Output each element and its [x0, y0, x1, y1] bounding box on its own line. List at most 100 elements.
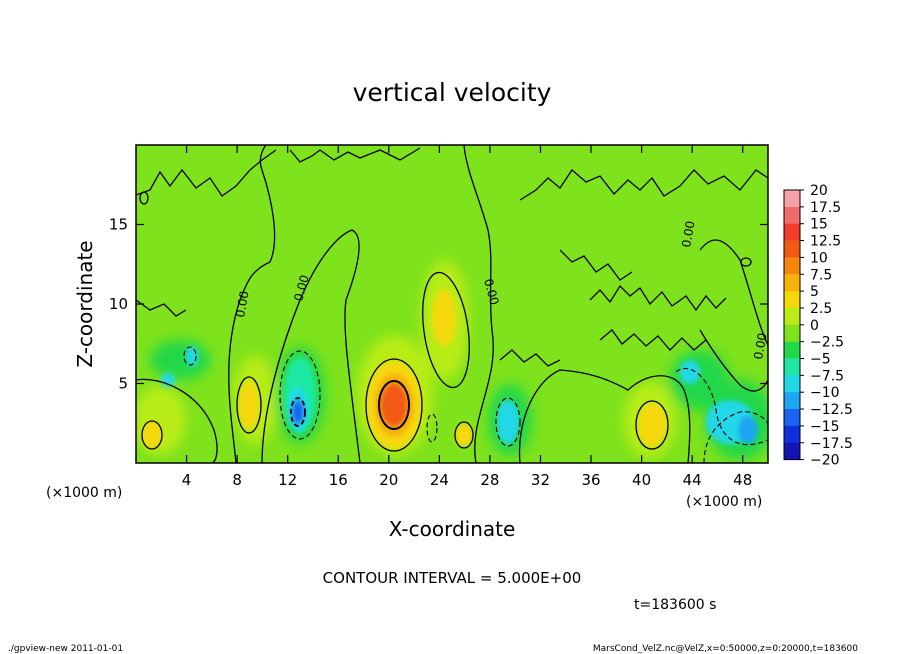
contour-label: 0.00 [291, 273, 311, 302]
contour-interval-text: CONTOUR INTERVAL = 5.000E+00 [323, 569, 582, 587]
core [455, 423, 473, 447]
contour-line-zero [228, 145, 276, 463]
contour-ring [422, 271, 470, 389]
contour-ring [740, 257, 752, 267]
contour-line-rough [289, 147, 421, 163]
contour-label: 0.00 [679, 220, 697, 249]
colorbar-label: 15 [810, 217, 828, 233]
core [638, 403, 666, 447]
x-tick-label: 16 [329, 471, 348, 489]
colorbar-label: −2.5 [810, 335, 844, 351]
blob [670, 350, 730, 410]
contour-line-rough [499, 349, 561, 367]
core [142, 421, 162, 449]
contour-line-zero [699, 329, 768, 392]
y-tick-label: 15 [109, 216, 128, 234]
plot-area: 0.00 0.00 0.00 0.00 0.00 [136, 145, 769, 463]
contour-ring [378, 380, 410, 430]
x-tick-label: 40 [632, 471, 651, 489]
x-tick-label: 36 [581, 471, 600, 489]
colorbar-swatch [784, 240, 800, 258]
contour-line-rough [136, 299, 187, 317]
core [292, 400, 304, 424]
colorbar-swatch [784, 425, 800, 444]
contour-line-negative [703, 411, 768, 463]
x-axis-title: X-coordinate [389, 517, 516, 541]
contour-ring [141, 420, 163, 450]
footer-right: MarsCond_VelZ.nc@VelZ,x=0:50000,z=0:2000… [593, 644, 858, 654]
contour-ring [236, 376, 262, 434]
contour-lines [136, 145, 768, 463]
colorbar-label: −17.5 [810, 436, 853, 452]
contour-ring [635, 400, 669, 450]
contour-line-zero [261, 229, 361, 463]
colorbar-swatch [784, 324, 800, 343]
contour-ring-negative [426, 413, 438, 443]
colorbar-swatch [784, 307, 800, 326]
x-tick-label: 28 [480, 471, 499, 489]
colorbar-swatch [784, 223, 800, 241]
chart-title: vertical velocity [353, 78, 552, 107]
colorbar-swatch [784, 375, 800, 393]
colorbar-label: 10 [810, 250, 828, 266]
core [380, 383, 408, 427]
contour-ring-negative [290, 397, 306, 427]
contour-line-rough [599, 329, 707, 351]
y-tick-label: 5 [118, 375, 128, 393]
core [161, 373, 175, 387]
time-label: t=183600 s [634, 597, 716, 613]
contour-line-rough [136, 149, 277, 197]
blob [150, 340, 210, 380]
colorbar-label: −5 [810, 352, 831, 368]
footer-left: ./gpview-new 2011-01-01 [8, 644, 123, 654]
y-axis: 5 10 15 [109, 216, 768, 393]
colorbar: 2017.51512.5107.552.50−2.5−5−7.5−10−12.5… [783, 183, 853, 469]
colorbar-label: −20 [810, 453, 840, 469]
x-tick-label: 20 [379, 471, 398, 489]
x-tick-label: 44 [683, 471, 702, 489]
colorbar-label: 5 [810, 284, 819, 300]
contour-ring [454, 421, 474, 449]
x-tick-label: 32 [531, 471, 550, 489]
colorbar-swatch [784, 358, 800, 376]
colorbar-label: −7.5 [810, 368, 844, 384]
colorbar-label: −12.5 [810, 402, 853, 418]
contour-line-zero [518, 369, 691, 463]
colorbar-label: −10 [810, 385, 840, 401]
contour-line-rough [589, 284, 727, 312]
core [738, 416, 758, 444]
colorbar-label: 2.5 [810, 301, 832, 317]
colorbar-label: 0 [810, 318, 819, 334]
y-axis-title: Z-coordinate [73, 240, 97, 367]
core [497, 400, 519, 444]
core [432, 290, 456, 346]
contour-line-negative [675, 367, 768, 446]
colorbar-label: −15 [810, 419, 840, 435]
x-unit-label-left: (×1000 m) [46, 485, 122, 501]
colorbar-swatch [784, 341, 800, 359]
colorbar-swatch [784, 190, 800, 208]
contour-line-rough [519, 169, 768, 201]
contour-ring-negative [495, 397, 521, 447]
x-axis: 4 8 12 16 20 24 28 32 36 40 44 48 [182, 145, 752, 489]
contour-ring-negative [183, 346, 197, 366]
colorbar-label: 12.5 [810, 234, 841, 250]
y-tick-label: 10 [109, 295, 128, 313]
colorbar-label: 7.5 [810, 267, 832, 283]
contour-label: 0.00 [751, 332, 769, 361]
contour-ring [365, 358, 423, 452]
contour-label: 0.00 [233, 290, 251, 319]
contour-line-rough [559, 249, 633, 281]
x-unit-label-right: (×1000 m) [686, 494, 762, 510]
core [239, 381, 259, 429]
colorbar-swatch [784, 392, 800, 410]
x-tick-label: 4 [182, 471, 192, 489]
colorbar-swatch [784, 274, 800, 292]
colorbar-label: 17.5 [810, 200, 841, 216]
colorbar-swatch [784, 409, 800, 427]
colorbar-swatch [784, 291, 800, 309]
contour-line-zero [699, 239, 768, 346]
x-tick-label: 8 [232, 471, 242, 489]
colorbar-label: 20 [810, 183, 828, 199]
